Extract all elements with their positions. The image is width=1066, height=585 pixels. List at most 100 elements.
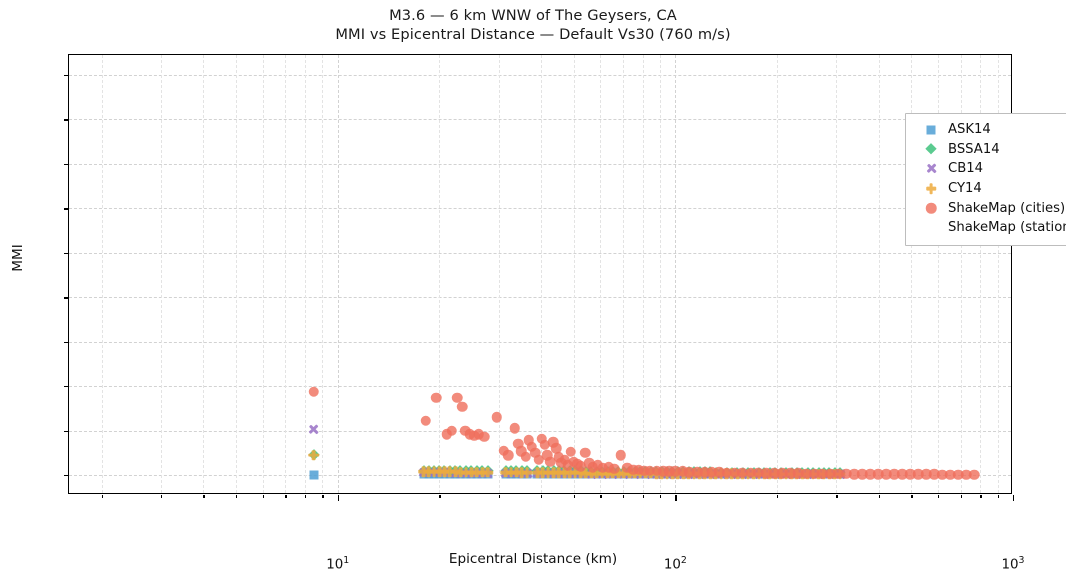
datapoint-circle (670, 466, 681, 477)
datapoint-circle (503, 450, 514, 461)
datapoint-diamond (747, 466, 760, 479)
datapoint-diamond (574, 465, 587, 478)
legend-marker-plus (914, 179, 948, 199)
legend-label: ASK14 (948, 122, 991, 138)
marker-plus (926, 183, 937, 194)
datapoint-diamond (639, 465, 652, 478)
datapoint-circle (533, 454, 545, 466)
x-tick-label: 102 (663, 555, 687, 573)
datapoint-x (759, 469, 770, 480)
datapoint-square (466, 469, 476, 479)
x-tick-mark-minor (573, 495, 576, 499)
legend-marker-diamond (914, 140, 948, 160)
datapoint-circle (420, 415, 431, 427)
datapoint-x (662, 469, 673, 480)
datapoint-plus (667, 468, 678, 479)
legend-item[interactable]: CB14 (914, 159, 1066, 179)
chart-subtitle: MMI vs Epicentral Distance — Default Vs3… (335, 25, 731, 43)
datapoint-square (787, 469, 796, 479)
datapoint-circle (587, 461, 599, 473)
datapoint-square (743, 469, 753, 479)
gridline-vertical-minor (305, 55, 306, 493)
datapoint-x (640, 469, 651, 480)
chart-legend[interactable]: ASK14 BSSA14 CB14 CY14 ShakeMap (cities) Shak… (905, 113, 1066, 246)
datapoint-square (678, 469, 688, 479)
gridline-vertical-minor (777, 55, 778, 493)
datapoint-plus (553, 467, 564, 478)
datapoint-plus (511, 467, 522, 478)
legend-item[interactable]: ShakeMap (stations) (914, 218, 1066, 238)
datapoint-square (705, 469, 715, 479)
datapoint-plus (466, 467, 477, 478)
datapoint-diamond (661, 466, 673, 479)
datapoint-plus (613, 468, 624, 479)
datapoint-circle (452, 392, 463, 403)
datapoint-circle (945, 469, 956, 480)
grid-lines (69, 55, 1011, 493)
datapoint-circle (579, 447, 591, 459)
datapoint-plus (624, 468, 635, 479)
datapoint-square (450, 469, 460, 479)
datapoint-square (770, 469, 780, 479)
y-tick-mark (63, 297, 69, 299)
y-tick-mark (63, 475, 69, 477)
datapoint-x (683, 469, 694, 480)
datapoint-diamond (634, 465, 646, 478)
x-axis-label: Epicentral Distance (km) (448, 551, 618, 567)
datapoint-diamond (698, 466, 711, 479)
datapoint-diamond (828, 467, 841, 480)
datapoint-plus (775, 469, 786, 480)
datapoint-plus (818, 469, 829, 480)
datapoint-circle (491, 411, 503, 423)
datapoint-x (511, 468, 522, 479)
datapoint-plus (770, 469, 781, 480)
datapoint-diamond (709, 466, 722, 479)
legend-item[interactable]: ShakeMap (cities) (914, 198, 1066, 218)
legend-item[interactable]: CY14 (914, 179, 1066, 199)
legend-item[interactable]: ASK14 (914, 120, 1066, 140)
x-tick-mark-major (675, 495, 677, 501)
datapoint-plus (737, 469, 748, 480)
datapoint-square (445, 469, 455, 479)
datapoint-plus (591, 468, 602, 479)
datapoint-circle (473, 428, 485, 440)
datapoint-plus (434, 466, 445, 477)
gridline-horizontal (69, 341, 1011, 343)
x-tick-mark-minor (980, 495, 982, 499)
datapoint-diamond (481, 465, 494, 477)
datapoint-diamond (449, 464, 462, 477)
datapoint-x (802, 469, 813, 480)
datapoint-x (532, 468, 543, 479)
datapoint-diamond (688, 466, 700, 479)
datapoint-diamond (547, 465, 560, 478)
x-tick-mark-major (1013, 495, 1015, 501)
gridline-vertical-minor (573, 55, 575, 493)
datapoint-diamond (758, 466, 771, 479)
datapoint-plus (559, 467, 570, 478)
datapoint-x (522, 468, 533, 479)
datapoint-plus (455, 467, 466, 478)
datapoint-circle (699, 467, 710, 478)
marker-x (926, 163, 937, 174)
datapoint-square (483, 469, 493, 479)
datapoint-square (835, 469, 845, 479)
datapoint-circle (530, 447, 541, 459)
gridline-vertical-minor (997, 55, 999, 493)
datapoint-plus (597, 468, 608, 479)
datapoint-square (477, 469, 487, 479)
datapoint-square (824, 469, 834, 479)
gridline-vertical-minor (960, 55, 962, 493)
x-tick-mark-minor (997, 495, 999, 499)
datapoint-circle (849, 468, 860, 480)
legend-item[interactable]: BSSA14 (914, 140, 1066, 160)
x-tick-mark-minor (236, 495, 238, 499)
gridline-vertical-minor (161, 55, 163, 493)
datapoint-plus (710, 468, 721, 479)
datapoint-diamond (542, 465, 555, 478)
datapoint-square (554, 469, 564, 479)
datapoint-plus (813, 469, 824, 480)
datapoint-diamond (623, 465, 636, 478)
datapoint-diamond (655, 466, 668, 479)
datapoint-circle (841, 468, 852, 479)
datapoint-circle (431, 392, 442, 403)
